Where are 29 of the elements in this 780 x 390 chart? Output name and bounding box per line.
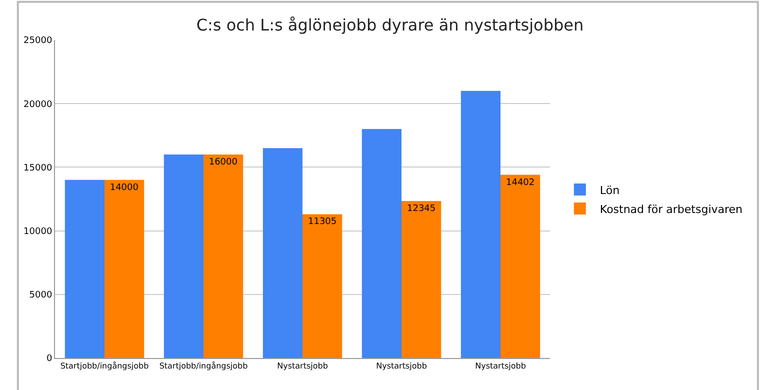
chart-title: C:s och L:s åglönejobb dyrare än nystartsjobben xyxy=(196,16,584,35)
data-label: 14000 xyxy=(110,182,139,193)
bar xyxy=(64,180,104,358)
y-tick-label: 25000 xyxy=(24,36,52,46)
y-tick-label: 0 xyxy=(46,354,52,364)
bar xyxy=(302,214,342,358)
data-label: 16000 xyxy=(208,157,238,168)
data-label: 11305 xyxy=(308,217,337,228)
x-tick-label: Nystartsjobb xyxy=(376,362,427,371)
bar xyxy=(104,180,144,358)
bar xyxy=(262,148,302,358)
y-tick-label: 20000 xyxy=(24,100,52,110)
data-label: 12345 xyxy=(406,204,436,214)
bar xyxy=(204,154,244,358)
x-tick-label: Nystartsjobb xyxy=(475,362,526,371)
bar xyxy=(402,200,442,358)
bar xyxy=(362,129,402,358)
x-tick-label: Startjobb/ingångsjobb xyxy=(60,360,149,371)
y-tick-label: 10000 xyxy=(24,226,52,237)
y-tick-label: 5000 xyxy=(29,290,52,301)
x-tick-label: Nystartsjobb xyxy=(277,362,328,371)
bar xyxy=(460,90,500,358)
bar xyxy=(164,154,204,358)
x-tick-label: Startjobb/ingångsjobb xyxy=(159,360,248,371)
y-tick-label: 15000 xyxy=(24,163,52,174)
data-label: 14402 xyxy=(506,178,535,188)
bar xyxy=(500,174,540,358)
legend-label: Kostnad för arbetsgivaren xyxy=(600,202,743,216)
legend-label: Lön xyxy=(600,184,620,197)
